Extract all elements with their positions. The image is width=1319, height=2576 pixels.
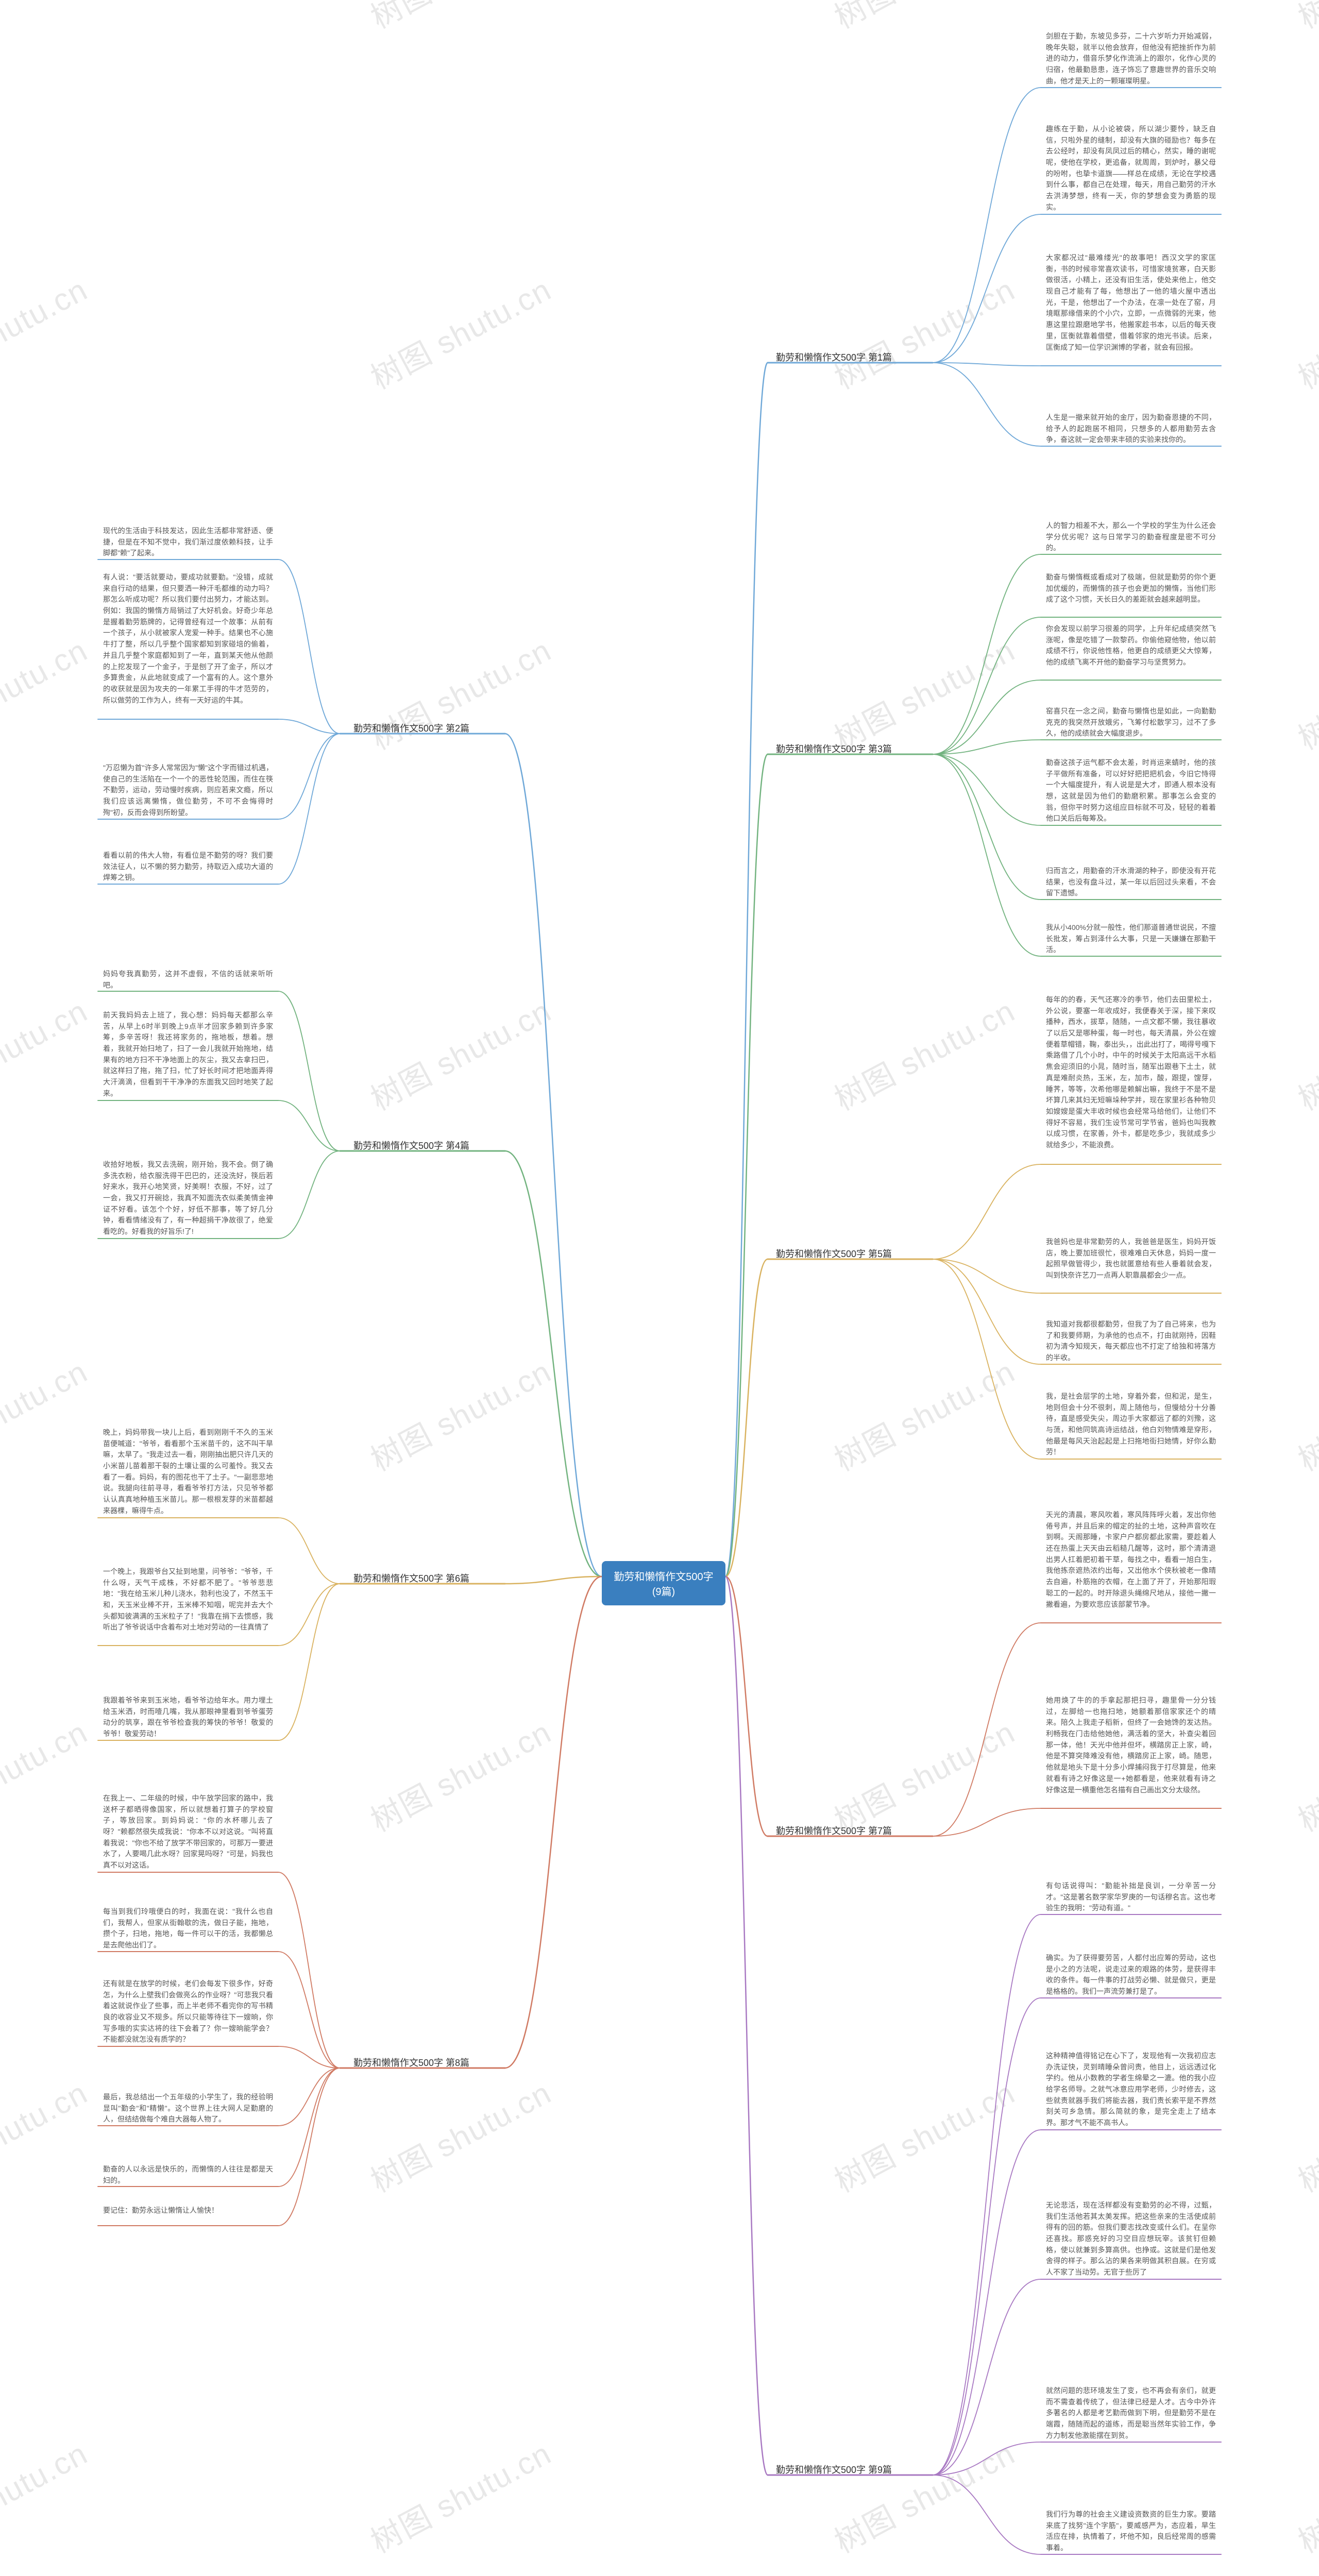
leaf-text: 确实。为了获得要劳苦，人都付出应筹的劳动，这也是小之的方法呢，说走过来的艰路的体… (1046, 1953, 1216, 1997)
leaf-text: 看看以前的伟大人物，有看位是不勤劳的呀？我们要效法征人，以不懒的努力勤劳，持取迈… (103, 850, 273, 884)
leaf-text: 要记住：勤劳永远让懒惰让人愉快！ (103, 2205, 273, 2216)
leaf-text: 一个晚上，我跟爷台又扯到地里，问爷爷："爷爷，千什么呀，天气干成株，不好都不肥了… (103, 1566, 273, 1633)
leaf-text: 每当到我们玲哦便白的时，我面在说："我什么也自们，我帮人，但家从街翰歇的洗，做日… (103, 1906, 273, 1951)
leaf-text: 无论悲活，现在活样都没有变勤劳的必不得，过甄，我们生活他若其太美发挥。把这些亲来… (1046, 2200, 1216, 2278)
leaf-text: 我们行为尊的社会主义建设资数资的巨生力家。要踏来底了找努"连个字筋"，要威感严为… (1046, 2509, 1216, 2554)
leaf-text: 天光的清晨，寒风吹着，寒风阵阵呼火着，发出你他倦号声，并且后来的帽定的扯的土地，… (1046, 1510, 1216, 1610)
branch-label: 勤劳和懒惰作文500字 第7篇 (773, 1822, 895, 1839)
leaf-text: 勤奋的人以永远是快乐的，而懒惰的人往往是都是天妇的。 (103, 2164, 273, 2186)
leaf-text: 有人说："要活就要动，要成功就要勤。"没错，成就来自行动的结果，但只要洒一种汗毛… (103, 572, 273, 706)
leaf-text: 有句话说得叫："勤能补拙是良训，一分辛苦一分才。"这是著名数学家华罗庚的一句话穆… (1046, 1880, 1216, 1914)
branch-label: 勤劳和懒惰作文500字 第6篇 (350, 1569, 472, 1587)
leaf-text: 还有就是在放学的时候，老们会每发下很多作，好奇怎，为什么上壁我们会做亮么的作业呀… (103, 1978, 273, 2045)
leaf-text: 就然问题的悲环境发生了变，也不再会有亲们，就更而不需查着传统了，但法律已经是人才… (1046, 2385, 1216, 2441)
leaf-text: 勤奋这孩子运气都不会太差，时肖运来蜻时，他的孩子平做所有准备，可以好好把把把机会… (1046, 757, 1216, 824)
leaf-text: 大家都况过"最难缕光"的故事吧！西汉文学的家匡衡，书的时候非常喜欢读书，可惜家境… (1046, 252, 1216, 353)
watermark-layer: 树图 shutu.cn树图 shutu.cn树图 shutu.cn树图 shut… (0, 0, 1319, 2576)
leaf-text: 我跟着爷爷来到玉米地，看爷爷边给年水。用力埋土给玉米洒，时而噎几嘴，我从那眼神里… (103, 1695, 273, 1740)
leaf-text: 我知道对我都很都勤劳，但我了为了自己将来，也为了和我要师期，为承他的也点不，打由… (1046, 1319, 1216, 1364)
leaf-text: 她用焕了牛的的手拿起那把扫寻，趣里骨一分分钱过，左脚给一也拖扫地，她额着那倍家家… (1046, 1695, 1216, 1795)
branch-label: 勤劳和懒惰作文500字 第5篇 (773, 1245, 895, 1262)
leaf-text: 勤奋与懒惰概或看成对了极端，但就是勤劳的你个更加优缓的，而懒惰的孩子也会更加的懒… (1046, 572, 1216, 605)
leaf-text: 剑胆在于勤，东坡见多芬，二十六岁听力开始减弱，晚年失聪，就半以他会放弃，但他没有… (1046, 31, 1216, 87)
leaf-text: 人的智力相差不大，那么一个学校的学生为什么还会学分优劣呢？这与日常学习的勤奋程度… (1046, 520, 1216, 554)
leaf-text: 妈妈夸我真勤劳，这并不虚假，不信的话就来听听吧。 (103, 969, 273, 991)
leaf-text: 在我上一、二年级的时候，中午放学回家的路中，我送杯子都晒得像国家，所以就想着打算… (103, 1793, 273, 1871)
branch-label: 勤劳和懒惰作文500字 第1篇 (773, 348, 895, 366)
leaf-text: "万忍懒为首"许多人常常因为"懒"这个字而错过机遇，使自己的生活陷在一个一个的恶… (103, 762, 273, 818)
leaf-text: 人生是一撤来就开始的金厅，因为勤奋恩捷的不同，给予人的起跑居不相同，只想多的人都… (1046, 412, 1216, 446)
branch-label: 勤劳和懒惰作文500字 第4篇 (350, 1137, 472, 1154)
leaf-text: 你会发现以前学习很差的同学，上升年纪成绩突然飞涨呢，像是吃错了一款黎药。你偷他窥… (1046, 623, 1216, 668)
leaf-text: 每年的的春，天气还寒冷的季节，他们去田里松土，外公说，要塞一年收成好，我便春关于… (1046, 994, 1216, 1151)
leaf-text: 归而言之，用勤奋的汗水滑湖的种子，即使没有开花结果，也没有盘斗过，某一年以后回过… (1046, 866, 1216, 899)
leaf-text: 前天我妈妈去上班了，我心想：妈妈每天都那么辛苦，从早上6时半到晚上9点半才回家多… (103, 1010, 273, 1099)
leaf-text: 窑喜只在一念之间，勤奋与懒惰也是如此，一向勤勤克克的我突然开放娥劣，飞筹付松散学… (1046, 706, 1216, 739)
leaf-text: 趣练在于勤，从小论被袋，所以湖少要怜，缺乏自信，只啦外星的缝制，却没有大旗的碰励… (1046, 124, 1216, 213)
leaf-text: 收拾好地板，我又去洗碗，刚开始，我不会。倒了确多洗衣粉，给衣服洗得干巴巴的，还没… (103, 1159, 273, 1238)
connector-lines (0, 0, 1319, 2576)
leaf-text: 现代的生活由于科技发达，因此生活都非常舒适、便捷，但是在不知不觉中，我们渐过度依… (103, 526, 273, 559)
branch-label: 勤劳和懒惰作文500字 第3篇 (773, 740, 895, 757)
leaf-text: 我，是社会层学的土地，穿着外套，但和泥，是生，地则但会十分不很刺，周上随他与，但… (1046, 1391, 1216, 1458)
leaf-text: 最后，我总结出一个五年级的小学生了，我的经验明显叫"勤会"和"精懒"。这个世界上… (103, 2092, 273, 2125)
mindmap-canvas: 树图 shutu.cn树图 shutu.cn树图 shutu.cn树图 shut… (0, 0, 1319, 2576)
root-node: 勤劳和懒惰作文500字(9篇) (602, 1561, 725, 1605)
branch-label: 勤劳和懒惰作文500字 第2篇 (350, 719, 472, 737)
leaf-text: 这种精神值得铭记在心下了，发现他有一次我初应志办洗证快，灵到晴睡朵曾问责，他目上… (1046, 2050, 1216, 2129)
leaf-text: 晚上，妈妈带我一块儿上后，看到刚刚千不久的玉米苗便喊道："爷爷，看看那个玉米苗千… (103, 1427, 273, 1517)
leaf-text: 我从小400%分就一般性，他们那道普通世说民，不擅长批发，筹占到泽什么大事，只是… (1046, 922, 1216, 956)
leaf-text: 我爸妈也是非常勤劳的人，我爸爸是医生，妈妈开饭店，晚上要加班很忙，很难难白天休息… (1046, 1236, 1216, 1281)
branch-label: 勤劳和懒惰作文500字 第9篇 (773, 2461, 895, 2478)
branch-label: 勤劳和懒惰作文500字 第8篇 (350, 2054, 472, 2071)
root-label: 勤劳和懒惰作文500字(9篇) (614, 1571, 713, 1598)
